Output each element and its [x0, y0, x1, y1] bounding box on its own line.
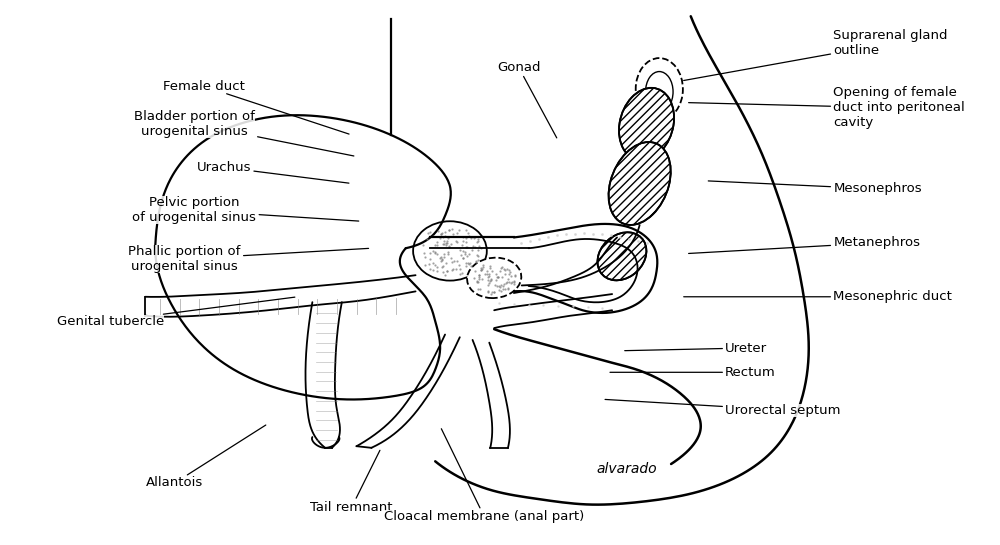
Text: Urorectal septum: Urorectal septum: [605, 399, 841, 416]
Text: Cloacal membrane (anal part): Cloacal membrane (anal part): [384, 429, 584, 523]
Ellipse shape: [646, 71, 673, 112]
Text: Genital tubercle: Genital tubercle: [57, 297, 295, 328]
Text: Tail remnant: Tail remnant: [310, 450, 393, 513]
Text: Urachus: Urachus: [197, 161, 349, 183]
Text: Ureter: Ureter: [625, 342, 767, 354]
Ellipse shape: [413, 221, 487, 281]
Ellipse shape: [619, 88, 674, 160]
Text: Allantois: Allantois: [146, 425, 266, 489]
Text: Pelvic portion
of urogenital sinus: Pelvic portion of urogenital sinus: [132, 196, 359, 225]
Text: Metanephros: Metanephros: [689, 237, 920, 253]
Text: Mesonephros: Mesonephros: [708, 181, 922, 196]
Ellipse shape: [597, 232, 646, 280]
Text: alvarado: alvarado: [597, 462, 657, 476]
Text: Opening of female
duct into peritoneal
cavity: Opening of female duct into peritoneal c…: [689, 87, 965, 130]
Text: Gonad: Gonad: [497, 61, 557, 138]
Text: Female duct: Female duct: [163, 80, 349, 134]
Text: Bladder portion of
urogenital sinus: Bladder portion of urogenital sinus: [134, 110, 354, 156]
Ellipse shape: [609, 142, 671, 225]
Text: Phallic portion of
urogenital sinus: Phallic portion of urogenital sinus: [128, 245, 369, 273]
Text: Suprarenal gland
outline: Suprarenal gland outline: [684, 29, 948, 81]
Ellipse shape: [467, 258, 521, 298]
Text: Mesonephric duct: Mesonephric duct: [684, 290, 952, 303]
Ellipse shape: [636, 58, 683, 120]
Text: Rectum: Rectum: [610, 366, 776, 379]
